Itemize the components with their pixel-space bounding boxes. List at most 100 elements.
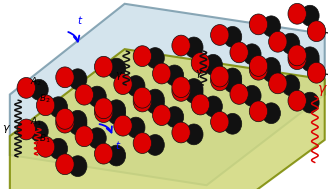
Ellipse shape — [185, 37, 203, 58]
Ellipse shape — [127, 76, 145, 96]
Ellipse shape — [75, 84, 93, 105]
Ellipse shape — [75, 126, 93, 147]
Ellipse shape — [301, 51, 319, 71]
Ellipse shape — [94, 56, 113, 77]
Text: $A_1$: $A_1$ — [30, 116, 42, 128]
Ellipse shape — [17, 77, 35, 98]
Ellipse shape — [211, 66, 229, 87]
Text: $\gamma$: $\gamma$ — [115, 70, 123, 82]
Text: $B_1$: $B_1$ — [39, 133, 51, 145]
Text: $\gamma$: $\gamma$ — [317, 83, 327, 98]
Ellipse shape — [88, 128, 106, 149]
Ellipse shape — [301, 47, 319, 68]
Ellipse shape — [88, 86, 106, 107]
Ellipse shape — [281, 75, 300, 96]
Ellipse shape — [30, 79, 48, 100]
Text: $t$: $t$ — [115, 139, 121, 151]
Ellipse shape — [301, 92, 319, 113]
Ellipse shape — [262, 103, 280, 124]
Ellipse shape — [211, 112, 229, 132]
Ellipse shape — [185, 82, 203, 103]
Ellipse shape — [288, 49, 306, 70]
Ellipse shape — [56, 67, 74, 88]
Ellipse shape — [185, 124, 203, 145]
Ellipse shape — [288, 45, 306, 66]
Ellipse shape — [230, 84, 248, 104]
Ellipse shape — [307, 62, 326, 83]
Ellipse shape — [301, 5, 319, 26]
Ellipse shape — [230, 42, 248, 63]
Text: $\gamma$: $\gamma$ — [2, 122, 11, 135]
Ellipse shape — [288, 3, 306, 24]
Ellipse shape — [69, 69, 87, 90]
Ellipse shape — [94, 143, 113, 164]
Ellipse shape — [223, 72, 242, 93]
Ellipse shape — [211, 25, 229, 45]
Ellipse shape — [172, 81, 190, 101]
Ellipse shape — [172, 77, 190, 98]
Ellipse shape — [133, 46, 152, 67]
Ellipse shape — [249, 101, 268, 122]
Ellipse shape — [94, 98, 113, 119]
Ellipse shape — [114, 74, 132, 94]
Ellipse shape — [172, 122, 190, 143]
Ellipse shape — [185, 79, 203, 99]
Ellipse shape — [107, 100, 126, 121]
Ellipse shape — [249, 56, 268, 76]
Ellipse shape — [307, 21, 326, 42]
Text: $t$: $t$ — [77, 14, 84, 26]
Text: $B_2$: $B_2$ — [39, 92, 51, 105]
Ellipse shape — [36, 136, 55, 157]
Ellipse shape — [49, 97, 68, 118]
Ellipse shape — [30, 121, 48, 142]
Ellipse shape — [127, 117, 145, 138]
Ellipse shape — [146, 135, 164, 155]
Ellipse shape — [281, 33, 300, 54]
Ellipse shape — [146, 93, 164, 114]
Ellipse shape — [243, 85, 261, 106]
Ellipse shape — [204, 54, 222, 75]
Ellipse shape — [249, 14, 268, 35]
Ellipse shape — [211, 70, 229, 91]
Ellipse shape — [223, 113, 242, 134]
Ellipse shape — [262, 57, 280, 78]
Ellipse shape — [94, 102, 113, 122]
Ellipse shape — [249, 59, 268, 80]
Ellipse shape — [191, 94, 210, 115]
Ellipse shape — [133, 87, 152, 108]
Text: $A_2$: $A_2$ — [30, 75, 42, 88]
Polygon shape — [10, 4, 325, 185]
Ellipse shape — [165, 107, 184, 127]
Ellipse shape — [243, 44, 261, 65]
Ellipse shape — [107, 145, 126, 166]
Ellipse shape — [56, 112, 74, 133]
Ellipse shape — [56, 108, 74, 129]
Ellipse shape — [146, 48, 164, 68]
Ellipse shape — [262, 61, 280, 82]
Ellipse shape — [107, 58, 126, 79]
Ellipse shape — [262, 16, 280, 37]
Ellipse shape — [153, 105, 171, 125]
Ellipse shape — [17, 119, 35, 140]
Ellipse shape — [36, 95, 55, 116]
Ellipse shape — [56, 154, 74, 175]
Ellipse shape — [107, 104, 126, 124]
Ellipse shape — [223, 26, 242, 47]
Ellipse shape — [133, 91, 152, 112]
Ellipse shape — [146, 89, 164, 110]
Ellipse shape — [191, 53, 210, 73]
Ellipse shape — [69, 114, 87, 135]
Ellipse shape — [204, 96, 222, 117]
Ellipse shape — [269, 73, 287, 94]
Ellipse shape — [223, 68, 242, 89]
Ellipse shape — [165, 65, 184, 86]
Ellipse shape — [69, 156, 87, 177]
Ellipse shape — [288, 90, 306, 111]
Ellipse shape — [69, 110, 87, 131]
Ellipse shape — [153, 63, 171, 84]
Ellipse shape — [269, 31, 287, 52]
Ellipse shape — [172, 35, 190, 56]
Ellipse shape — [133, 133, 152, 153]
Ellipse shape — [49, 138, 68, 159]
Ellipse shape — [114, 115, 132, 136]
